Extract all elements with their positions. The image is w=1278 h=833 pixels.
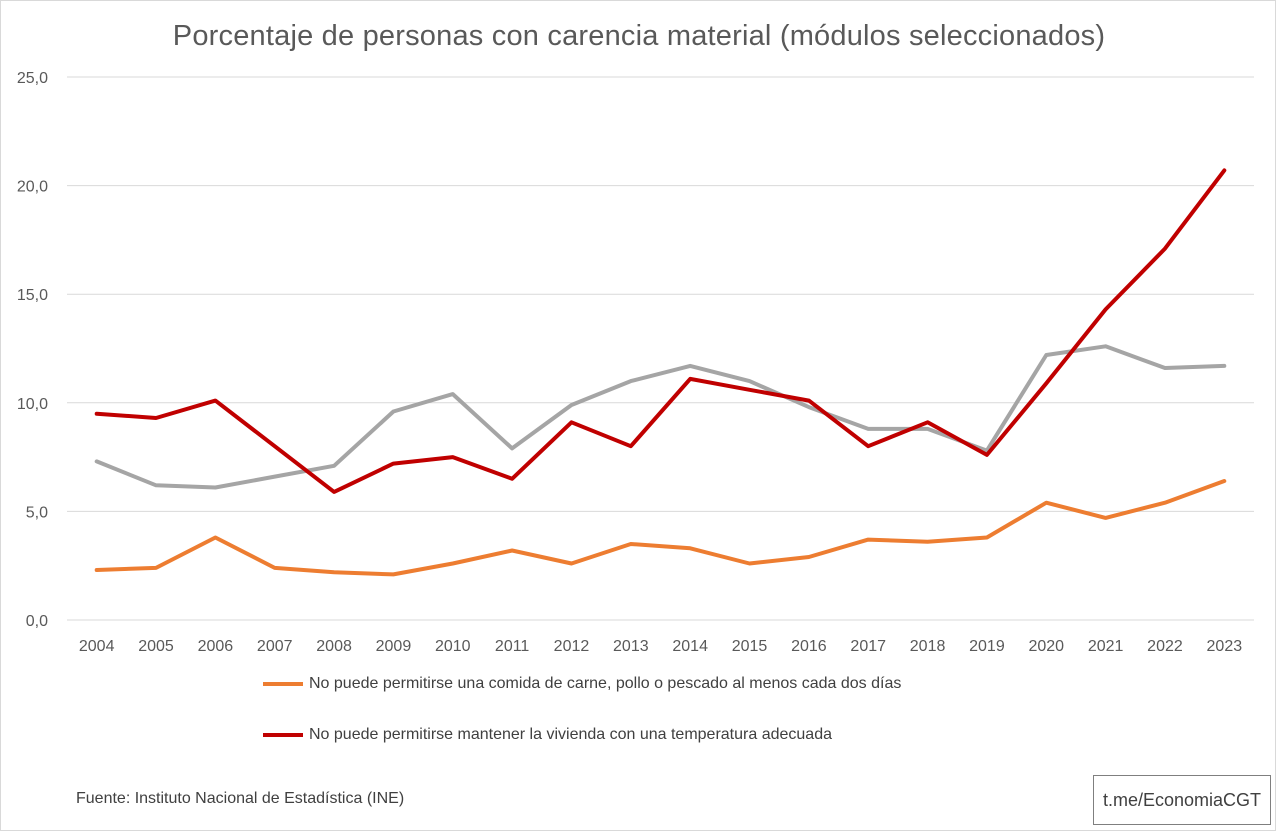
- x-tick-label: 2005: [138, 638, 174, 655]
- source-note: Fuente: Instituto Nacional de Estadístic…: [76, 790, 405, 807]
- y-tick-label: 20,0: [17, 179, 48, 196]
- series-line-meat: [94, 479, 1227, 577]
- x-tick-label: 2004: [79, 638, 115, 655]
- x-tick-label: 2007: [257, 638, 293, 655]
- legend-label-temperature: No puede permitirse mantener la vivienda…: [309, 726, 832, 743]
- x-tick-label: 2018: [910, 638, 946, 655]
- x-tick-label: 2016: [791, 638, 827, 655]
- legend-swatch-meat: [263, 682, 303, 686]
- y-tick-label: 25,0: [17, 70, 48, 87]
- x-tick-label: 2006: [198, 638, 234, 655]
- legend-entry-temperature: No puede permitirse mantener la vivienda…: [263, 726, 832, 744]
- x-tick-label: 2023: [1207, 638, 1243, 655]
- x-tick-label: 2020: [1028, 638, 1064, 655]
- x-tick-label: 2022: [1147, 638, 1183, 655]
- y-tick-label: 5,0: [26, 504, 48, 521]
- legend-label-meat: No puede permitirse una comida de carne,…: [309, 675, 902, 692]
- x-tick-label: 2009: [376, 638, 412, 655]
- x-tick-label: 2014: [672, 638, 708, 655]
- series-line-grey: [94, 344, 1227, 490]
- x-tick-label: 2021: [1088, 638, 1124, 655]
- y-tick-label: 15,0: [17, 287, 48, 304]
- x-tick-label: 2013: [613, 638, 649, 655]
- x-tick-label: 2011: [495, 638, 530, 655]
- chart-title: Porcentaje de personas con carencia mate…: [172, 20, 1106, 52]
- y-tick-label: 0,0: [26, 613, 48, 630]
- y-tick-label: 10,0: [17, 396, 48, 413]
- x-tick-label: 2008: [316, 638, 352, 655]
- series-line-temperature: [94, 168, 1227, 494]
- x-tick-label: 2010: [435, 638, 471, 655]
- watermark-link[interactable]: t.me/EconomiaCGT: [1093, 775, 1271, 825]
- x-tick-label: 2015: [732, 638, 768, 655]
- legend-entry-meat: No puede permitirse una comida de carne,…: [263, 675, 901, 693]
- x-tick-label: 2012: [554, 638, 590, 655]
- x-tick-label: 2019: [969, 638, 1005, 655]
- x-tick-label: 2017: [850, 638, 886, 655]
- legend-swatch-temperature: [263, 733, 303, 737]
